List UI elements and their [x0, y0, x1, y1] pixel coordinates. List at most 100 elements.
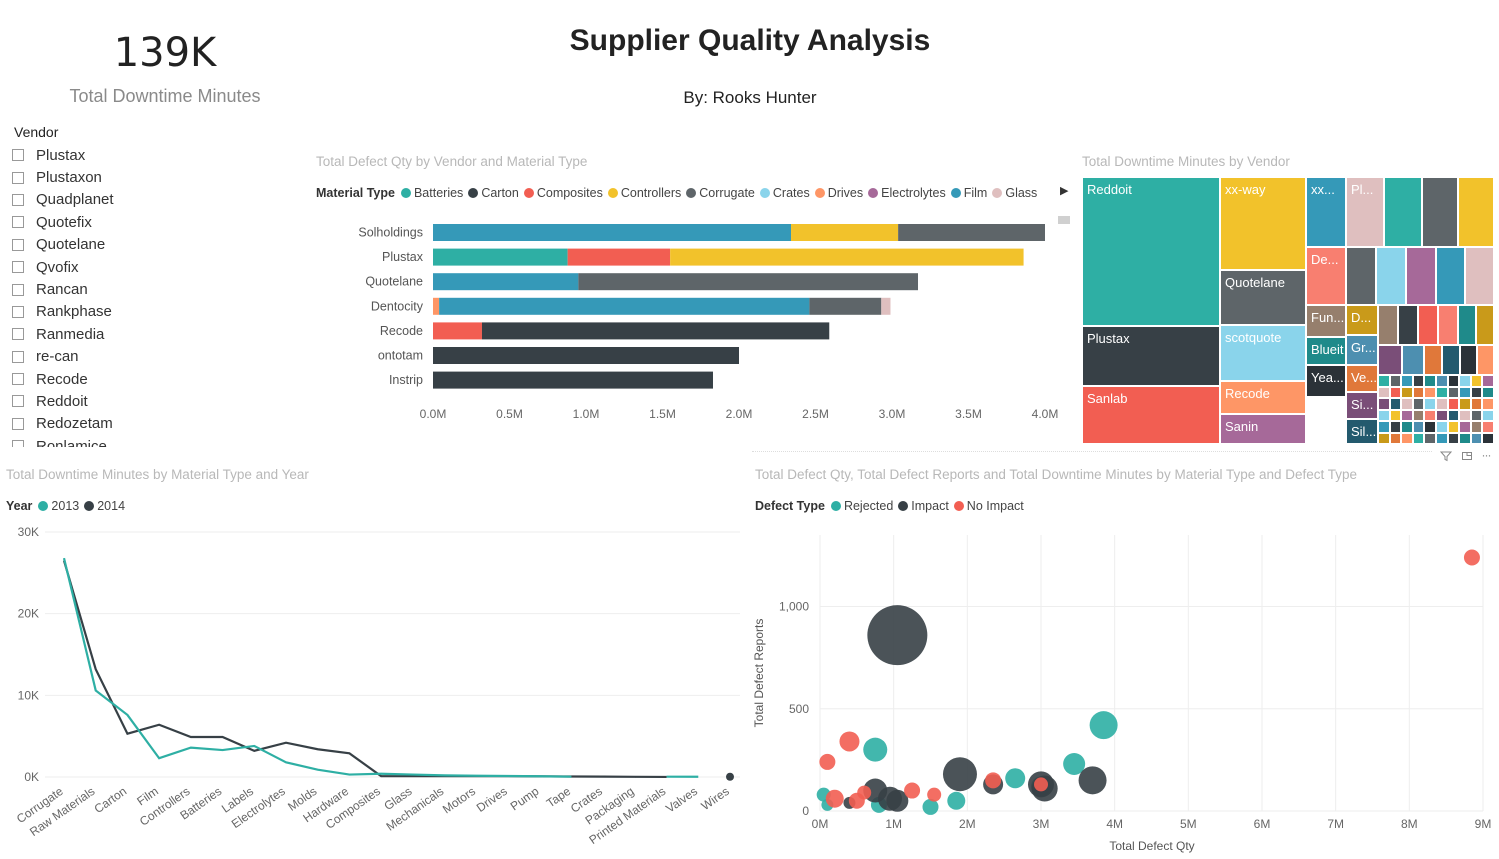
treemap-cell[interactable]	[1476, 305, 1494, 345]
bar-segment-carton[interactable]	[433, 347, 739, 364]
treemap-cell-xx-way[interactable]: xx-way	[1220, 177, 1306, 270]
treemap-cell[interactable]	[1459, 375, 1471, 387]
vendor-slicer[interactable]: Plustax Plustaxon Quadplanet Quotefix Quotel…	[12, 144, 292, 447]
treemap-cell-quotelane[interactable]: Quotelane	[1220, 270, 1306, 325]
treemap-cell[interactable]	[1389, 421, 1402, 433]
scatter-point-impact[interactable]	[886, 789, 909, 812]
legend-item-batteries[interactable]: Batteries	[400, 186, 463, 200]
scroll-right-icon[interactable]: ▶	[1060, 185, 1069, 197]
treemap-cell[interactable]	[1459, 398, 1471, 410]
line-series-2013[interactable]	[62, 557, 572, 778]
treemap-cell[interactable]	[1447, 375, 1460, 387]
treemap-cell-scotquote[interactable]: scotquote	[1220, 325, 1306, 381]
treemap-cell[interactable]	[1424, 398, 1436, 410]
bar-chart-scrollbar[interactable]	[1058, 216, 1070, 224]
checkbox[interactable]	[12, 440, 24, 447]
slicer-item-quadplanet[interactable]: Quadplanet	[12, 189, 292, 211]
treemap-cell[interactable]	[1447, 398, 1460, 410]
slicer-item-redozetam[interactable]: Redozetam	[12, 413, 292, 435]
treemap-cell[interactable]	[1398, 305, 1418, 345]
bar-segment-corrugate[interactable]	[898, 224, 1045, 241]
treemap-cell-plustax[interactable]: Plustax	[1082, 326, 1220, 386]
treemap-cell[interactable]	[1378, 345, 1402, 375]
treemap-cell[interactable]	[1401, 386, 1413, 398]
checkbox[interactable]	[12, 238, 24, 251]
scatter-point-rejected[interactable]	[863, 737, 888, 762]
checkbox[interactable]	[12, 149, 24, 162]
slicer-item-recode[interactable]: Recode	[12, 368, 292, 390]
treemap-cell[interactable]	[1424, 375, 1436, 387]
checkbox[interactable]	[12, 261, 24, 274]
treemap-cell[interactable]	[1436, 386, 1448, 398]
treemap-cell[interactable]	[1376, 247, 1406, 305]
treemap-cell[interactable]	[1482, 398, 1494, 410]
bar-segment-corrugate[interactable]	[809, 297, 882, 315]
slicer-item-plustax[interactable]: Plustax	[12, 144, 292, 166]
scatter-point-no-impact[interactable]	[927, 787, 942, 802]
treemap-cell[interactable]	[1459, 432, 1471, 444]
checkbox[interactable]	[12, 305, 24, 318]
treemap-cell-pl[interactable]: Pl...	[1346, 177, 1384, 247]
treemap-cell[interactable]	[1470, 432, 1483, 444]
treemap-cell[interactable]	[1436, 398, 1448, 410]
checkbox[interactable]	[12, 350, 24, 363]
treemap-cell[interactable]	[1424, 409, 1436, 421]
slicer-item-quotelane[interactable]: Quotelane	[12, 234, 292, 256]
checkbox[interactable]	[12, 417, 24, 430]
scatter-point-impact[interactable]	[942, 757, 977, 792]
slicer-item-re-can[interactable]: re-can	[12, 346, 292, 368]
treemap-cell[interactable]	[1438, 305, 1458, 345]
checkbox[interactable]	[12, 283, 24, 296]
treemap-cell[interactable]	[1422, 177, 1458, 247]
treemap-cell-reddoit[interactable]: Reddoit	[1082, 177, 1220, 326]
treemap-cell[interactable]	[1459, 409, 1471, 421]
treemap-cell-blueit[interactable]: Blueit	[1306, 337, 1346, 365]
slicer-item-qvofix[interactable]: Qvofix	[12, 256, 292, 278]
line-series-2014[interactable]	[62, 560, 667, 779]
treemap-cell[interactable]	[1436, 421, 1448, 433]
treemap-cell[interactable]	[1447, 432, 1460, 444]
focus-mode-icon[interactable]	[1460, 450, 1474, 464]
treemap-cell[interactable]	[1412, 375, 1425, 387]
treemap-cell[interactable]	[1470, 375, 1483, 387]
treemap-cell[interactable]	[1412, 409, 1425, 421]
legend-item-corrugate[interactable]: Corrugate	[686, 186, 755, 200]
treemap-cell[interactable]	[1378, 421, 1390, 433]
scatter-point-no-impact[interactable]	[904, 782, 921, 799]
legend-item-2014[interactable]: 2014	[84, 499, 125, 513]
legend-item-no-impact[interactable]: No Impact	[953, 499, 1024, 513]
treemap-cell[interactable]	[1406, 247, 1436, 305]
treemap-cell-d[interactable]: D...	[1346, 305, 1378, 335]
legend-item-electrolytes[interactable]: Electrolytes	[868, 186, 946, 200]
bar-segment-batteries[interactable]	[433, 248, 568, 266]
treemap-cell[interactable]	[1418, 305, 1438, 345]
bar-segment-drives[interactable]	[433, 297, 440, 315]
bar-segment-controllers[interactable]	[670, 248, 1024, 266]
treemap-cell[interactable]	[1384, 177, 1422, 247]
treemap-cell[interactable]	[1458, 177, 1494, 247]
treemap-cell[interactable]	[1460, 345, 1477, 375]
slicer-item-rankphase[interactable]: Rankphase	[12, 301, 292, 323]
treemap-cell[interactable]	[1482, 421, 1494, 433]
treemap-cell[interactable]	[1401, 398, 1413, 410]
filter-icon[interactable]	[1439, 450, 1453, 464]
treemap-cell[interactable]	[1389, 398, 1402, 410]
treemap-cell[interactable]	[1412, 421, 1425, 433]
treemap-cell[interactable]	[1401, 409, 1413, 421]
slicer-item-plustaxon[interactable]: Plustaxon	[12, 166, 292, 188]
treemap-cell[interactable]	[1412, 432, 1425, 444]
scatter-point-rejected[interactable]	[1005, 768, 1026, 789]
treemap-cell[interactable]	[1412, 398, 1425, 410]
treemap-cell[interactable]	[1424, 386, 1436, 398]
treemap-cell[interactable]	[1378, 386, 1390, 398]
treemap-cell[interactable]	[1470, 386, 1483, 398]
checkbox[interactable]	[12, 328, 24, 341]
scatter-point-rejected[interactable]	[947, 791, 966, 810]
treemap-cell[interactable]	[1458, 305, 1476, 345]
treemap-cell[interactable]	[1436, 409, 1448, 421]
treemap-cell[interactable]	[1470, 409, 1483, 421]
slicer-item-reddoit[interactable]: Reddoit	[12, 390, 292, 412]
checkbox[interactable]	[12, 216, 24, 229]
treemap-cell[interactable]	[1459, 386, 1471, 398]
treemap-cell[interactable]	[1465, 247, 1494, 305]
